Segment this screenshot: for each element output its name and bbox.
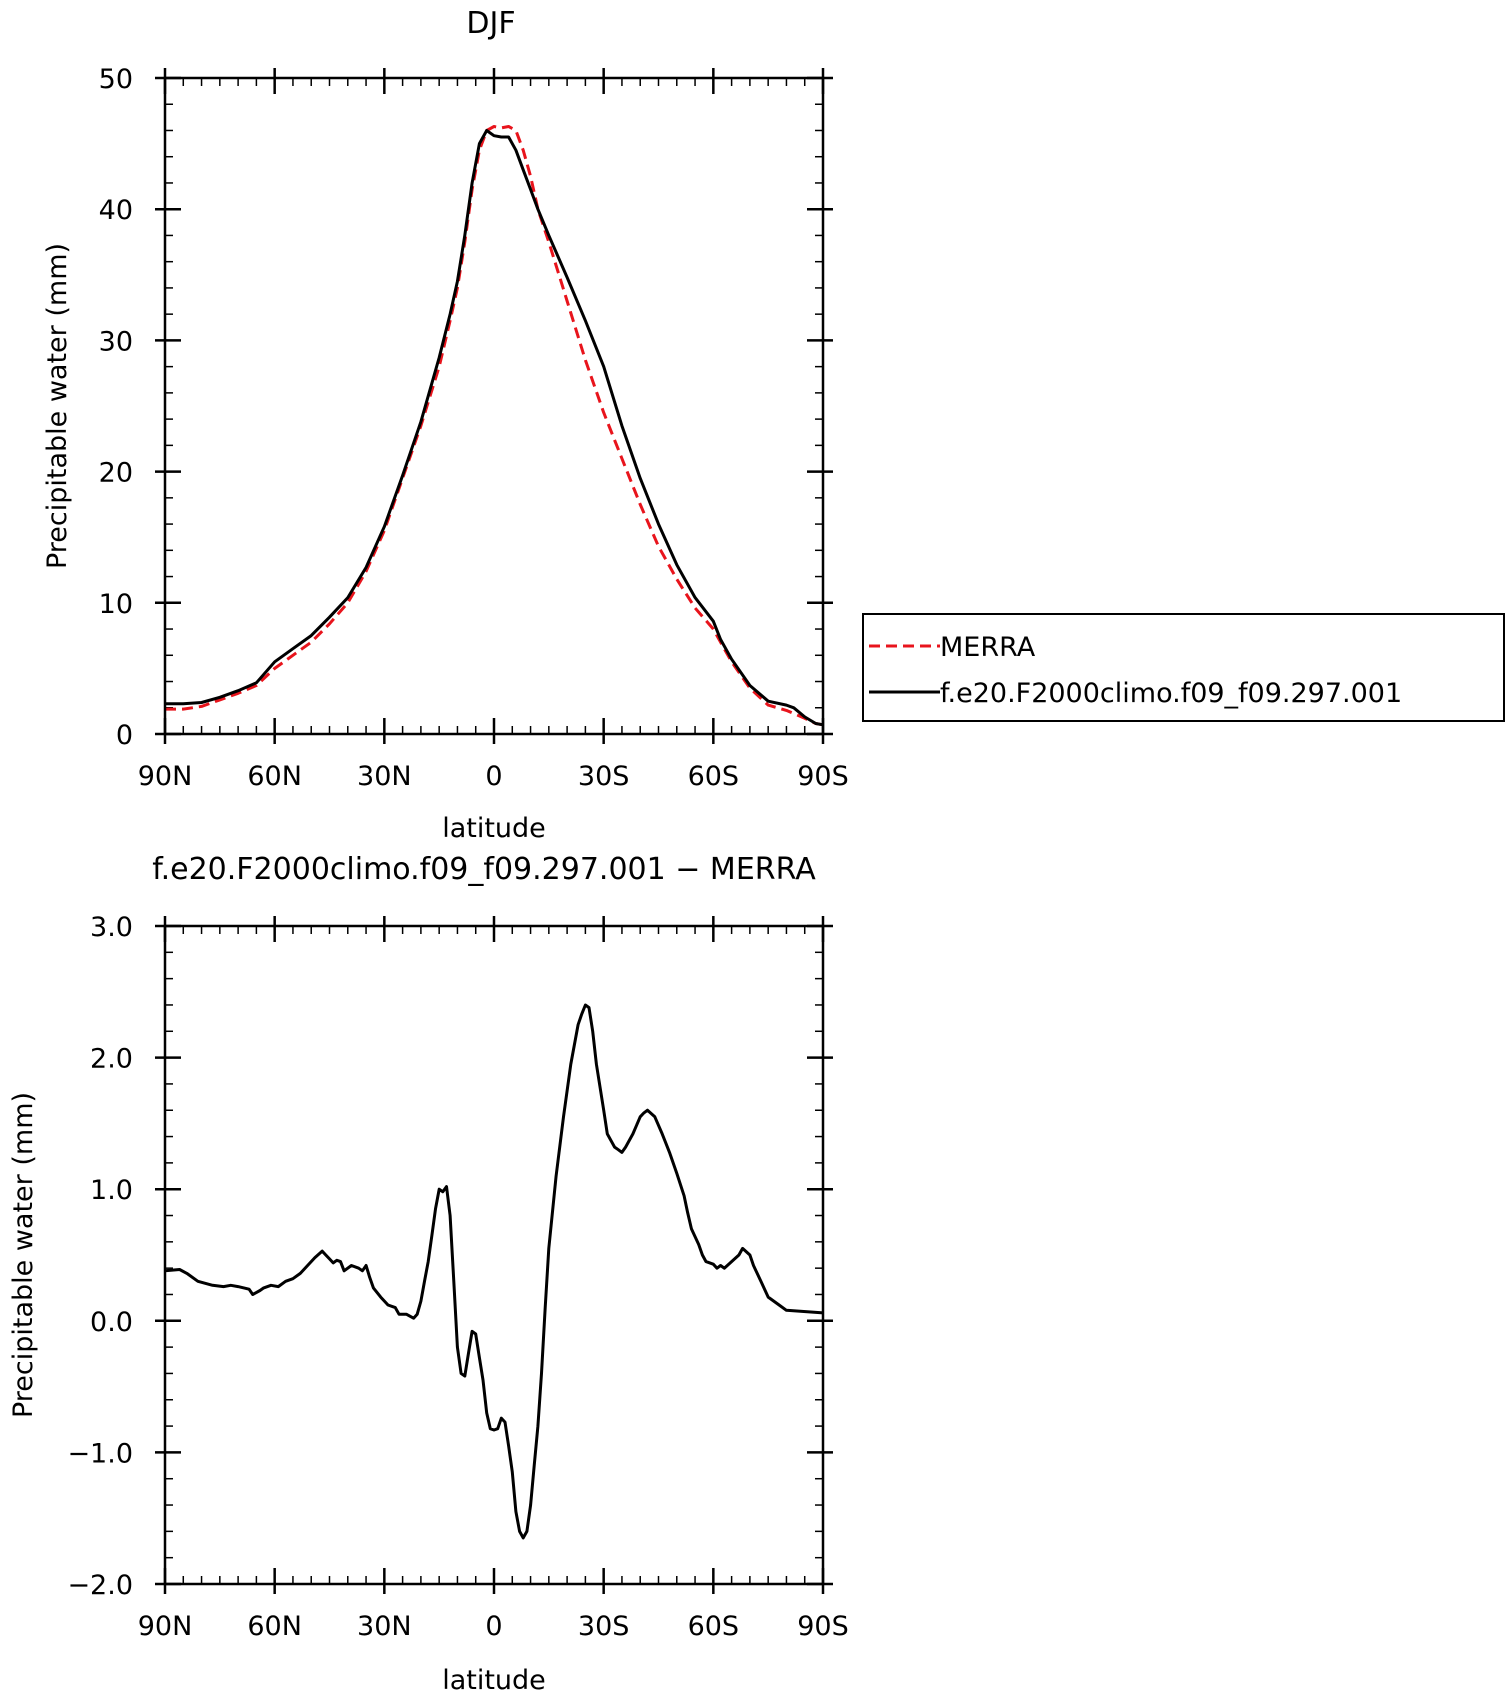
x-tick-label: 90S — [797, 1611, 849, 1642]
top-panel-title: DJF — [466, 6, 515, 41]
y-tick-label: 40 — [99, 195, 133, 226]
legend-box — [862, 613, 1505, 722]
series-line-difference — [164, 1003, 824, 1540]
bottom-panel-y-axis-label: Precipitable water (mm) — [8, 1092, 39, 1418]
x-tick-label: 60N — [247, 761, 302, 792]
x-tick-label: 90N — [138, 1611, 193, 1642]
y-tick-label: 3.0 — [90, 912, 133, 943]
y-tick-label: 0 — [116, 720, 133, 751]
y-tick-label: 2.0 — [90, 1044, 133, 1075]
y-tick-label: 20 — [99, 458, 133, 489]
y-tick-label: 50 — [99, 64, 133, 95]
top-panel: DJF 0 10 20 30 40 50 90N 60N 30N 0 30S 60S 90S lati… — [42, 6, 849, 844]
y-tick-label: −1.0 — [67, 1438, 133, 1469]
legend-merra-label: MERRA — [940, 632, 1036, 663]
bottom-panel-x-tick-labels: 90N 60N 30N 0 30S 60S 90S — [138, 1611, 849, 1642]
top-panel-x-axis-label: latitude — [442, 813, 546, 844]
series-line-merra — [165, 125, 824, 727]
x-tick-label: 90S — [797, 761, 849, 792]
bottom-panel-title: f.e20.F2000climo.f09_f09.297.001 − MERRA — [152, 852, 816, 887]
top-panel-ticks — [155, 68, 833, 744]
y-tick-label: 0.0 — [90, 1307, 133, 1338]
x-tick-label: 0 — [485, 1611, 502, 1642]
y-tick-label: 1.0 — [90, 1175, 133, 1206]
legend-model-label: f.e20.F2000climo.f09_f09.297.001 — [940, 678, 1402, 709]
bottom-panel-ticks — [155, 916, 833, 1594]
x-tick-label: 0 — [485, 761, 502, 792]
x-tick-label: 90N — [138, 761, 193, 792]
top-panel-y-axis-label: Precipitable water (mm) — [42, 243, 73, 569]
legend: MERRA f.e20.F2000climo.f09_f09.297.001 — [862, 613, 1505, 722]
bottom-panel-x-axis-label: latitude — [442, 1665, 546, 1693]
top-panel-series — [165, 125, 824, 727]
top-panel-x-tick-labels: 90N 60N 30N 0 30S 60S 90S — [138, 761, 849, 792]
bottom-panel-series — [164, 1003, 824, 1540]
y-tick-label: 10 — [99, 589, 133, 620]
bottom-panel-plot-frame — [163, 924, 825, 1586]
x-tick-label: 30S — [578, 1611, 630, 1642]
x-tick-label: 30S — [578, 761, 630, 792]
x-tick-label: 60S — [688, 1611, 740, 1642]
bottom-panel: f.e20.F2000climo.f09_f09.297.001 − MERRA… — [8, 852, 849, 1693]
x-tick-label: 60S — [688, 761, 740, 792]
series-line-f-e20-f2000climo-f09-f09-297-001 — [165, 129, 824, 727]
x-tick-label: 30N — [357, 1611, 412, 1642]
x-tick-label: 30N — [357, 761, 412, 792]
top-panel-y-tick-labels: 0 10 20 30 40 50 — [99, 64, 133, 751]
x-tick-label: 60N — [247, 1611, 302, 1642]
top-panel-plot-frame — [163, 76, 825, 736]
y-tick-label: 30 — [99, 326, 133, 357]
y-tick-label: −2.0 — [67, 1570, 133, 1601]
bottom-panel-y-tick-labels: −2.0 −1.0 0.0 1.0 2.0 3.0 — [67, 912, 133, 1601]
